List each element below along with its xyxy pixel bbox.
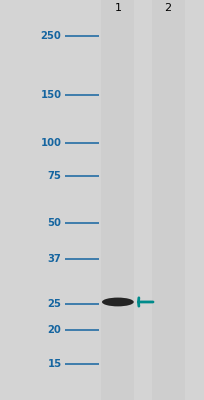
Text: 75: 75	[47, 171, 61, 181]
Text: 150: 150	[40, 90, 61, 100]
Text: 37: 37	[48, 254, 61, 264]
Bar	[151, 0, 184, 400]
Text: 250: 250	[41, 31, 61, 41]
Text: 100: 100	[40, 138, 61, 148]
Text: 15: 15	[47, 359, 61, 369]
Bar	[101, 0, 134, 400]
Text: 20: 20	[48, 325, 61, 335]
Text: 2: 2	[164, 3, 171, 13]
Text: 1: 1	[114, 3, 121, 13]
Text: 50: 50	[47, 218, 61, 228]
Text: 25: 25	[47, 299, 61, 309]
Ellipse shape	[101, 298, 133, 306]
